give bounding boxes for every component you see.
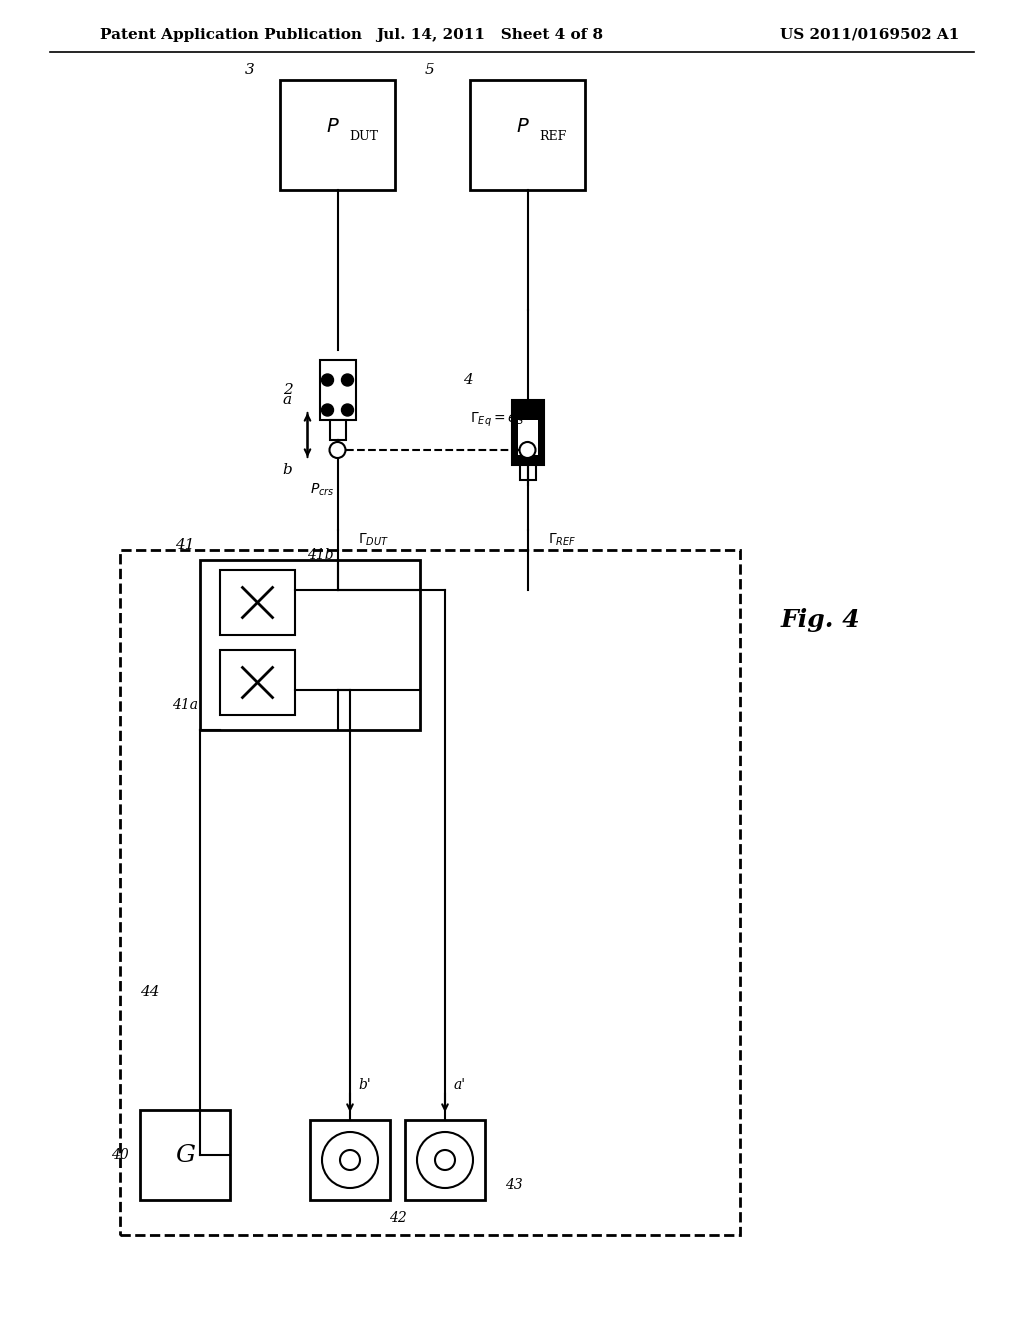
Circle shape — [322, 404, 334, 416]
Text: $P_{crs}$: $P_{crs}$ — [310, 482, 335, 498]
Text: a: a — [283, 393, 292, 407]
Bar — [517, 420, 538, 455]
Circle shape — [322, 1133, 378, 1188]
Text: 41a: 41a — [172, 698, 198, 711]
Circle shape — [340, 1150, 360, 1170]
Bar — [406, 1119, 485, 1200]
Circle shape — [322, 374, 334, 385]
Text: 43: 43 — [505, 1177, 522, 1192]
Text: Jul. 14, 2011   Sheet 4 of 8: Jul. 14, 2011 Sheet 4 of 8 — [377, 28, 603, 42]
Text: DUT: DUT — [349, 131, 379, 144]
Text: a': a' — [454, 1078, 466, 1092]
Text: 41: 41 — [175, 539, 195, 552]
Circle shape — [417, 1133, 473, 1188]
Text: US 2011/0169502 A1: US 2011/0169502 A1 — [780, 28, 959, 42]
Text: $\Gamma_{REF}$: $\Gamma_{REF}$ — [548, 532, 575, 548]
Bar — [120, 550, 740, 1236]
Text: REF: REF — [540, 131, 566, 144]
Text: 3: 3 — [245, 63, 255, 77]
Bar — [280, 81, 395, 190]
Text: 42: 42 — [389, 1210, 407, 1225]
Text: $\Gamma_{DUT}$: $\Gamma_{DUT}$ — [357, 532, 388, 548]
Text: 41b: 41b — [306, 548, 334, 562]
Text: 5: 5 — [425, 63, 435, 77]
Text: $P$: $P$ — [326, 117, 339, 136]
Text: Patent Application Publication: Patent Application Publication — [100, 28, 362, 42]
Circle shape — [330, 442, 345, 458]
Bar — [319, 360, 355, 420]
Bar — [220, 649, 295, 715]
Text: Fig. 4: Fig. 4 — [780, 609, 860, 632]
Circle shape — [435, 1150, 455, 1170]
Circle shape — [519, 442, 536, 458]
Text: b: b — [283, 463, 293, 477]
Text: G: G — [175, 1143, 195, 1167]
Bar — [140, 1110, 230, 1200]
Circle shape — [341, 374, 353, 385]
Text: 44: 44 — [140, 986, 160, 999]
Text: $\Gamma_{Eq}= e_S$: $\Gamma_{Eq}= e_S$ — [470, 411, 524, 429]
Bar — [220, 570, 295, 635]
Bar — [200, 560, 420, 730]
Bar — [470, 81, 585, 190]
Bar — [330, 420, 345, 440]
Circle shape — [341, 404, 353, 416]
Text: $P$: $P$ — [516, 117, 529, 136]
Bar — [512, 400, 544, 465]
Bar — [310, 1119, 390, 1200]
Text: b': b' — [358, 1078, 372, 1092]
Bar — [519, 465, 536, 480]
Text: 2: 2 — [283, 383, 293, 397]
Text: 40: 40 — [112, 1148, 129, 1162]
Text: 4: 4 — [463, 374, 472, 387]
